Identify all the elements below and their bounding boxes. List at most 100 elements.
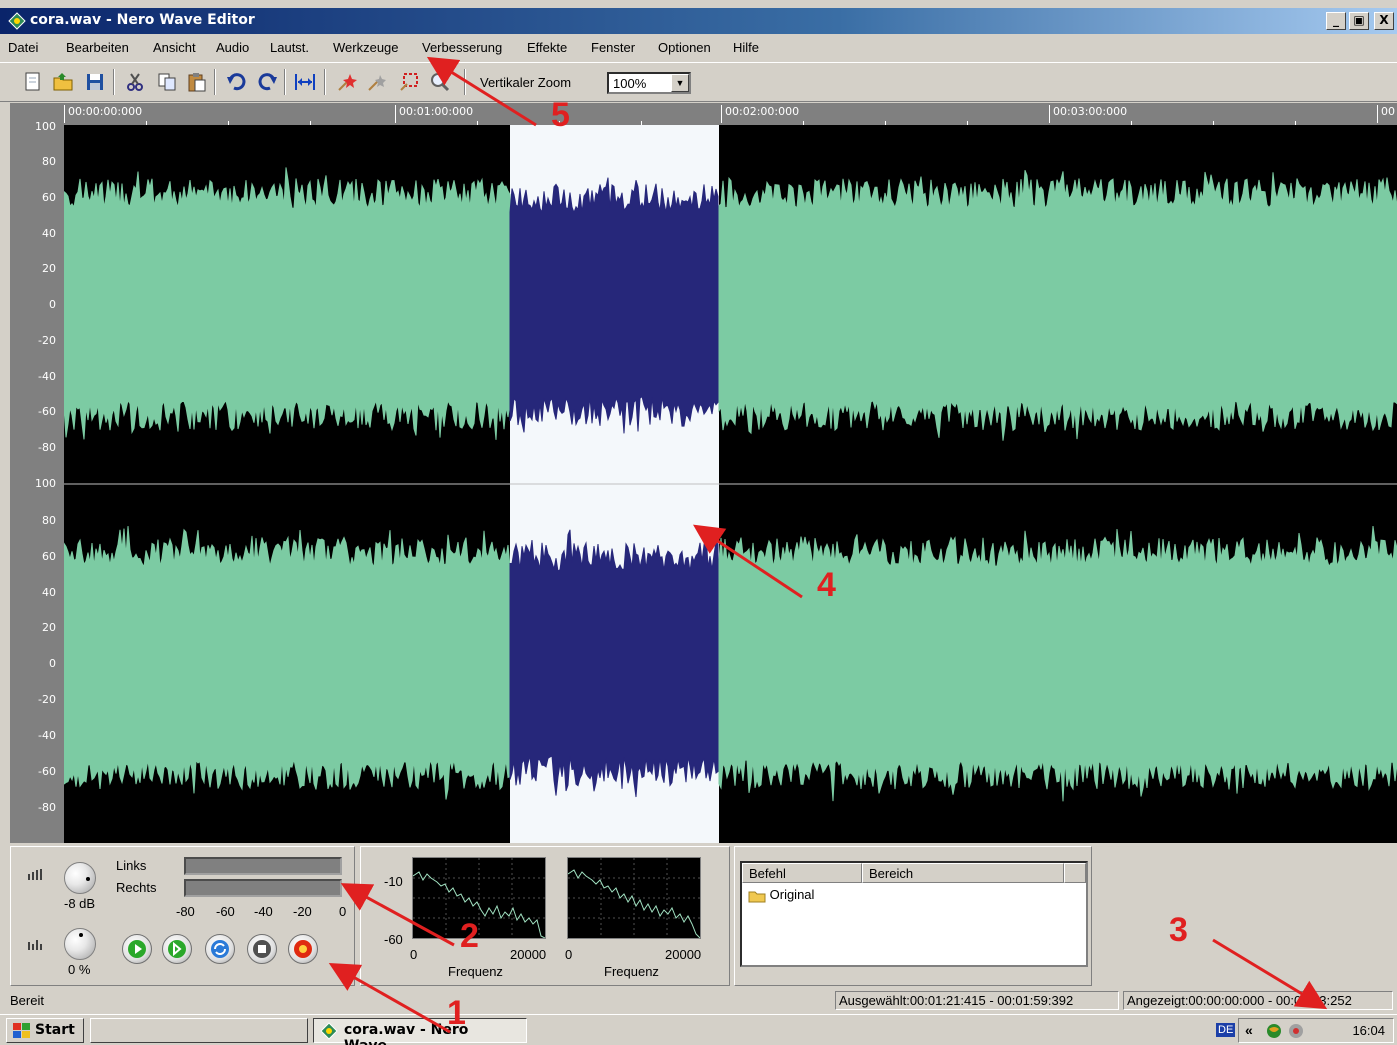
zoom-out-icon[interactable]	[366, 71, 388, 93]
time-ruler[interactable]: 00:00:00:000 00:01:00:000 00:02:00:000 0…	[64, 103, 1397, 125]
undo-icon[interactable]	[226, 71, 248, 93]
fit-width-icon[interactable]	[294, 71, 316, 93]
menu-optionen[interactable]: Optionen	[658, 40, 711, 55]
system-tray: « 16:04	[1238, 1018, 1394, 1043]
axis-label: -80	[38, 441, 56, 454]
waveform-segment	[64, 526, 511, 800]
menu-hilfe[interactable]: Hilfe	[733, 40, 760, 55]
history-list[interactable]: Befehl Bereich Original	[740, 861, 1088, 967]
toolbar-separator	[214, 69, 216, 95]
waveform-view[interactable]	[64, 125, 1397, 843]
stop-button[interactable]	[247, 934, 277, 964]
zoom-in-icon[interactable]	[336, 71, 358, 93]
spectrum-x-start: 0	[410, 947, 418, 962]
ruler-minor-tick	[885, 121, 886, 125]
menu-bar: Datei Bearbeiten Ansicht Audio Lautst. W…	[0, 36, 1397, 60]
vertical-zoom-select[interactable]: 100% ▼	[607, 72, 691, 94]
menu-bearbeiten[interactable]: Bearbeiten	[66, 40, 129, 55]
waveform-segment	[718, 526, 1397, 802]
axis-label: 80	[42, 155, 56, 168]
waveform-segment	[718, 170, 1397, 441]
menu-verbesserung[interactable]: Verbesserung	[422, 40, 503, 55]
loop-icon	[214, 943, 226, 955]
redo-icon[interactable]	[256, 71, 278, 93]
menu-audio[interactable]: Audio	[216, 40, 250, 55]
start-button[interactable]: Start	[6, 1018, 84, 1043]
vertical-zoom-value: 100%	[613, 76, 647, 91]
spectrum-x-label: Frequenz	[604, 964, 659, 979]
taskbar: Start cora.wav - Nero Wave... DE « 16:04	[0, 1014, 1397, 1045]
new-file-icon[interactable]	[22, 71, 44, 93]
annotation-number: 5	[551, 96, 570, 134]
spectrum-x-label: Frequenz	[448, 964, 503, 979]
column-header-command[interactable]: Befehl	[742, 863, 862, 883]
balance-knob[interactable]	[64, 928, 96, 960]
toolbar-separator	[464, 69, 466, 95]
meter-scale-label: 0	[339, 904, 347, 919]
column-header-range[interactable]: Bereich	[862, 863, 1064, 883]
copy-icon[interactable]	[156, 71, 178, 93]
menu-effekte[interactable]: Effekte	[527, 40, 568, 55]
annotation-number: 2	[460, 917, 479, 955]
axis-label: -20	[38, 334, 56, 347]
axis-label: 20	[42, 621, 56, 634]
spectrum-right	[567, 857, 701, 939]
play-button[interactable]	[122, 934, 152, 964]
security-tray-icon[interactable]	[1287, 1022, 1305, 1040]
windows-logo-icon	[13, 1023, 30, 1038]
toolbar-separator	[113, 69, 115, 95]
ruler-minor-tick	[967, 121, 968, 125]
volume-knob[interactable]	[64, 862, 96, 894]
window-title: cora.wav - Nero Wave Editor	[30, 12, 255, 28]
record-button[interactable]	[288, 934, 318, 964]
menu-fenster[interactable]: Fenster	[591, 40, 636, 55]
loop-button[interactable]	[205, 934, 235, 964]
axis-label: 0	[49, 298, 56, 311]
language-indicator[interactable]: DE	[1216, 1023, 1236, 1037]
menu-werkzeuge[interactable]: Werkzeuge	[333, 40, 399, 55]
zoom-full-icon[interactable]	[428, 71, 450, 93]
zoom-selection-icon[interactable]	[398, 71, 420, 93]
history-item-label: Original	[769, 887, 815, 902]
tray-expand-icon[interactable]: «	[1245, 1022, 1253, 1038]
save-icon[interactable]	[84, 71, 106, 93]
play-selection-icon	[173, 941, 182, 957]
record-icon	[299, 945, 307, 953]
title-bar[interactable]: cora.wav - Nero Wave Editor _ ▣ X	[0, 8, 1397, 34]
maximize-button[interactable]: ▣	[1349, 12, 1369, 30]
axis-label: 40	[42, 586, 56, 599]
selection-status: Ausgewählt:00:01:21:415 - 00:01:59:392	[835, 991, 1119, 1010]
balance-icon	[28, 940, 42, 950]
meter-scale-label: -20	[293, 904, 312, 919]
chevron-down-icon[interactable]: ▼	[671, 74, 689, 92]
minimize-button[interactable]: _	[1326, 12, 1346, 30]
toolbar: Vertikaler Zoom 100% ▼	[0, 62, 1397, 102]
left-channel-label: Links	[116, 858, 147, 873]
close-button[interactable]: X	[1374, 12, 1394, 30]
ruler-minor-tick	[803, 121, 804, 125]
taskbar-item-nero[interactable]: cora.wav - Nero Wave...	[313, 1018, 527, 1045]
axis-label: 0	[49, 657, 56, 670]
displayed-status: Angezeigt:00:00:00:000 - 00:04:03:252	[1123, 991, 1393, 1010]
open-folder-icon[interactable]	[52, 71, 74, 93]
history-panel	[734, 846, 1092, 986]
spectrum-x-start: 0	[565, 947, 573, 962]
ruler-minor-tick	[1131, 121, 1132, 125]
balance-value: 0 %	[68, 962, 91, 977]
menu-lautst[interactable]: Lautst.	[270, 40, 310, 55]
menu-datei[interactable]: Datei	[8, 40, 39, 55]
cut-icon[interactable]	[124, 71, 146, 93]
waveform-segment	[509, 529, 719, 798]
ruler-label: 00:01:00:000	[395, 105, 473, 123]
play-selection-button[interactable]	[162, 934, 192, 964]
list-item[interactable]: Original	[748, 887, 814, 903]
menu-ansicht[interactable]: Ansicht	[153, 40, 196, 55]
ruler-label: 00:03:00:000	[1049, 105, 1127, 123]
network-tray-icon[interactable]	[1265, 1022, 1283, 1040]
paste-icon[interactable]	[186, 71, 208, 93]
waveform-canvas[interactable]	[64, 125, 1397, 843]
spectrum-x-end: 20000	[665, 947, 702, 962]
waveform-channel-right	[64, 526, 1397, 802]
waveform-channel-left	[64, 167, 1397, 441]
